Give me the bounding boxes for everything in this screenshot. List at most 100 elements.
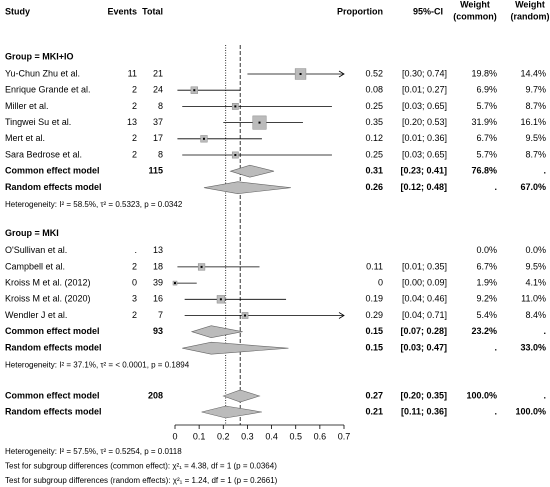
x-tick-label: 0.6: [314, 431, 327, 441]
weight-random: 9.5%: [525, 261, 546, 271]
total: 16: [153, 294, 163, 304]
events: 11: [128, 68, 137, 78]
ci: [0.23; 0.41]: [400, 166, 447, 176]
events: 13: [127, 117, 137, 127]
estimate: 0.15: [365, 343, 383, 353]
ci: [0.30; 0.74]: [402, 68, 447, 78]
study-name: Wendler J et al.: [5, 310, 67, 320]
point: [219, 298, 222, 301]
weight-common: 1.9%: [476, 277, 497, 287]
model-name: Common effect model: [5, 390, 100, 400]
proportion: 0.12: [365, 133, 383, 143]
estimate: 0.26: [365, 182, 383, 192]
ci: [0.11; 0.36]: [401, 406, 447, 416]
total: 7: [158, 310, 163, 320]
estimate: 0.21: [365, 406, 383, 416]
weight-random: .: [543, 390, 546, 400]
proportion: 0: [378, 277, 383, 287]
weight-common: 6.7%: [476, 133, 497, 143]
header: Study: [5, 6, 30, 16]
ci: [0.04; 0.46]: [402, 294, 447, 304]
header: 95%-CI: [413, 6, 443, 16]
header: (common): [453, 11, 497, 21]
x-tick-label: 0.5: [289, 431, 302, 441]
point: [234, 154, 237, 156]
total: 24: [153, 85, 163, 95]
estimate: 0.15: [365, 326, 383, 336]
events: 2: [132, 261, 137, 271]
study-name: Tingwei Su et al.: [5, 117, 71, 127]
weight-common: 23.2%: [471, 326, 497, 336]
weight-common: 6.9%: [476, 85, 497, 95]
events: 2: [132, 85, 137, 95]
point: [258, 121, 261, 124]
weight-random: 33.0%: [520, 343, 546, 353]
study-name: Kroiss M et al. (2020): [5, 294, 91, 304]
diamond: [182, 341, 289, 355]
study-name: Kroiss M et al. (2012): [5, 277, 91, 287]
total: 37: [153, 117, 163, 127]
weight-random: 16.1%: [520, 117, 546, 127]
weight-common: .: [494, 343, 497, 353]
weight-random: 11.0%: [521, 294, 546, 304]
header: Proportion: [337, 6, 383, 16]
weight-common: 100.0%: [466, 390, 497, 400]
diamond: [203, 181, 291, 195]
weight-common: .: [494, 406, 497, 416]
x-tick-label: 0.7: [338, 431, 351, 441]
heterogeneity: Heterogeneity: I² = 37.1%, τ² = < 0.0001…: [5, 360, 190, 369]
estimate: 0.31: [365, 166, 383, 176]
header: Total: [142, 6, 163, 16]
point: [193, 89, 196, 92]
group-label: Group = MKI+IO: [5, 51, 74, 61]
model-name: Common effect model: [5, 326, 100, 336]
diamond: [222, 389, 261, 403]
weight-random: 8.7%: [525, 101, 546, 111]
study-name: Sara Bedrose et al.: [5, 149, 82, 159]
x-tick-label: 0.4: [265, 431, 278, 441]
point: [234, 105, 237, 108]
study-name: Yu-Chun Zhu et al.: [5, 68, 80, 78]
events: 2: [132, 101, 137, 111]
header: Weight: [460, 0, 490, 9]
ci: [0.20; 0.35]: [400, 390, 447, 400]
total: 115: [148, 166, 163, 176]
weight-common: 19.8%: [471, 68, 497, 78]
weight-random: 100.0%: [515, 406, 546, 416]
study-name: Campbell et al.: [5, 261, 65, 271]
footer-text: Heterogeneity: I² = 57.5%, τ² = 0.5254, …: [5, 447, 182, 456]
x-tick-label: 0.1: [193, 431, 206, 441]
weight-random: .: [543, 326, 546, 336]
proportion: 0.19: [365, 294, 383, 304]
proportion: 0.11: [366, 261, 383, 271]
weight-random: 8.7%: [525, 149, 546, 159]
study-name: Mert et al.: [5, 133, 45, 143]
model-name: Random effects model: [5, 343, 102, 353]
ci: [0.01; 0.35]: [402, 261, 447, 271]
weight-random: .: [543, 166, 546, 176]
weight-common: .: [494, 182, 497, 192]
weight-random: 4.1%: [525, 277, 546, 287]
study-name: O'Sullivan et al.: [5, 245, 67, 255]
x-tick-label: 0.3: [241, 431, 254, 441]
total: 17: [153, 133, 163, 143]
model-name: Random effects model: [5, 406, 102, 416]
events: .: [134, 245, 137, 255]
total: 39: [153, 277, 163, 287]
total: 18: [153, 261, 163, 271]
ci: [0.04; 0.71]: [402, 310, 447, 320]
events: 2: [132, 133, 137, 143]
diamond: [201, 405, 262, 419]
ci: [0.01; 0.27]: [402, 85, 447, 95]
footer-text: Test for subgroup differences (random ef…: [5, 476, 278, 485]
header: (random): [511, 11, 550, 21]
diamond: [190, 325, 243, 339]
weight-random: 67.0%: [520, 182, 546, 192]
total: 21: [153, 68, 163, 78]
proportion: 0.25: [365, 101, 383, 111]
study-name: Miller et al.: [5, 101, 49, 111]
ci: [0.03; 0.65]: [402, 149, 447, 159]
ci: [0.20; 0.53]: [402, 117, 447, 127]
ci: [0.01; 0.36]: [402, 133, 447, 143]
